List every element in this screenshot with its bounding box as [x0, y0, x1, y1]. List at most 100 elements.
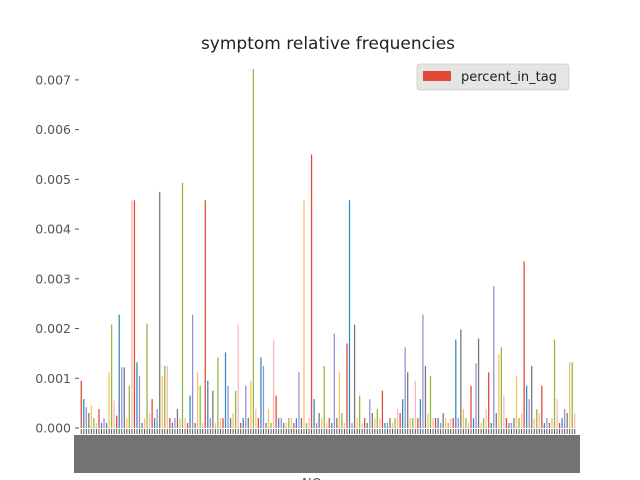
bar [493, 286, 495, 428]
bar [546, 418, 548, 428]
bar [143, 418, 146, 428]
bar [376, 409, 378, 428]
bar [364, 418, 366, 428]
bar [80, 380, 82, 428]
legend-label: percent_in_tag [461, 70, 557, 85]
bar [229, 418, 232, 428]
bar [207, 380, 209, 428]
bar [551, 418, 553, 428]
bar [108, 372, 110, 428]
bar [202, 423, 204, 428]
bar [310, 154, 313, 429]
bar [396, 409, 399, 428]
bar [169, 418, 171, 428]
bar [235, 390, 237, 428]
bar [442, 413, 444, 428]
bar [315, 423, 318, 428]
bar [447, 423, 449, 428]
bar [543, 423, 545, 428]
y-tick-label: 0.002 [35, 321, 71, 336]
bar [224, 352, 227, 428]
legend-box [416, 63, 570, 91]
bar [503, 395, 505, 428]
bar [283, 423, 285, 428]
bar [275, 395, 277, 428]
bar [374, 418, 376, 428]
bar [465, 418, 467, 428]
bar [212, 390, 214, 428]
bar [179, 418, 181, 428]
bar [437, 418, 439, 428]
bar [199, 385, 201, 428]
bar [523, 261, 525, 428]
legend-swatch [423, 71, 451, 81]
bar [566, 413, 568, 428]
bar [270, 423, 272, 428]
bar [561, 418, 563, 428]
bar [174, 418, 176, 428]
y-tick-label: 0.006 [35, 122, 71, 137]
bar [389, 418, 391, 428]
bar [131, 200, 133, 428]
bar [351, 423, 353, 428]
bar [505, 418, 508, 428]
bar [341, 413, 343, 428]
bar [141, 423, 143, 428]
bar [485, 409, 487, 428]
bar [538, 413, 540, 428]
bar [399, 413, 401, 428]
bar [313, 399, 315, 428]
bar [116, 415, 118, 428]
bar [148, 413, 151, 428]
bar [133, 200, 136, 428]
bar [432, 418, 434, 428]
bar [556, 399, 558, 428]
bar [186, 423, 189, 428]
bar [300, 418, 303, 428]
bar [267, 409, 270, 428]
bar [343, 423, 346, 428]
bar [290, 418, 292, 428]
bar [391, 423, 394, 428]
bar [533, 418, 535, 428]
x-axis-label: NO [302, 477, 322, 480]
bar [427, 413, 429, 428]
bar [470, 385, 472, 428]
bar [105, 423, 108, 428]
bar [526, 385, 528, 428]
bar [488, 372, 490, 428]
bar [508, 423, 510, 428]
bar [394, 418, 396, 428]
bar [338, 372, 341, 428]
bar [285, 423, 287, 428]
bar [457, 418, 459, 428]
bar [569, 362, 571, 428]
bar [227, 385, 229, 428]
bar [123, 367, 125, 428]
bar [189, 395, 191, 428]
bar [181, 182, 184, 428]
bar [412, 418, 414, 428]
bar [518, 418, 520, 428]
bar [156, 409, 158, 428]
bar [520, 413, 523, 428]
bar [128, 385, 130, 428]
bar [242, 418, 244, 428]
bar [138, 375, 141, 428]
bar [346, 343, 348, 428]
bar [384, 423, 386, 428]
bar [176, 409, 179, 428]
bar [348, 200, 351, 428]
y-tick-label: 0.001 [35, 371, 71, 386]
y-tick-label: 0.003 [35, 271, 71, 286]
bar [445, 418, 447, 428]
bar [255, 409, 257, 428]
bar [247, 418, 249, 428]
bar [510, 423, 513, 428]
bar [414, 380, 416, 428]
bar [429, 375, 432, 428]
bar [467, 423, 470, 428]
x-tick-label-band [74, 435, 580, 473]
bar [404, 347, 406, 428]
